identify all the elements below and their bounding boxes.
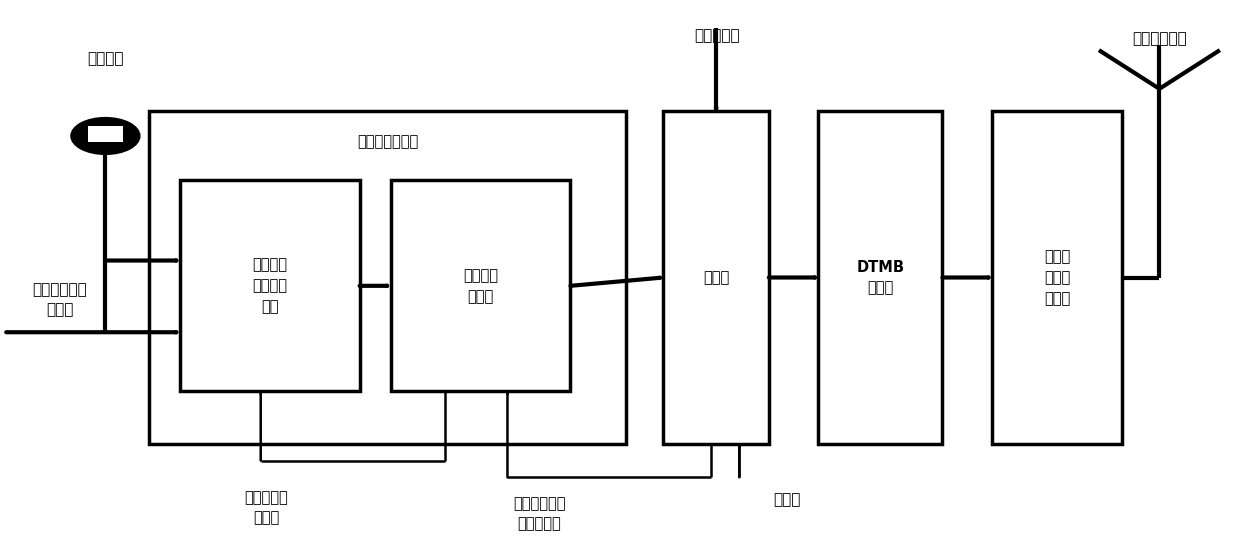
Ellipse shape <box>72 118 139 154</box>
Text: 电视广播天线: 电视广播天线 <box>1132 31 1187 47</box>
Text: DTMB
激励器: DTMB 激励器 <box>857 260 904 295</box>
Text: 差分导航修正
信息传输流: 差分导航修正 信息传输流 <box>513 496 565 531</box>
Text: 节目流: 节目流 <box>774 492 801 507</box>
Text: 导航增强
数据获取
模块: 导航增强 数据获取 模块 <box>252 258 288 314</box>
FancyBboxPatch shape <box>992 111 1122 444</box>
FancyBboxPatch shape <box>88 126 123 143</box>
FancyBboxPatch shape <box>818 111 942 444</box>
FancyBboxPatch shape <box>180 180 360 391</box>
Text: 导航天线: 导航天线 <box>87 51 124 66</box>
Text: 差分导航修正
信息源: 差分导航修正 信息源 <box>32 282 87 317</box>
Text: 差分导航修
正信息: 差分导航修 正信息 <box>244 491 289 525</box>
FancyBboxPatch shape <box>149 111 626 444</box>
Text: 传输流封
装模块: 传输流封 装模块 <box>463 268 498 304</box>
Text: 其他传输流: 其他传输流 <box>694 28 739 44</box>
Text: 复用器: 复用器 <box>703 270 729 285</box>
Text: 导航增强服务器: 导航增强服务器 <box>357 134 418 149</box>
Text: 广播电
视信号
发射机: 广播电 视信号 发射机 <box>1044 249 1070 306</box>
FancyBboxPatch shape <box>391 180 570 391</box>
FancyBboxPatch shape <box>663 111 769 444</box>
